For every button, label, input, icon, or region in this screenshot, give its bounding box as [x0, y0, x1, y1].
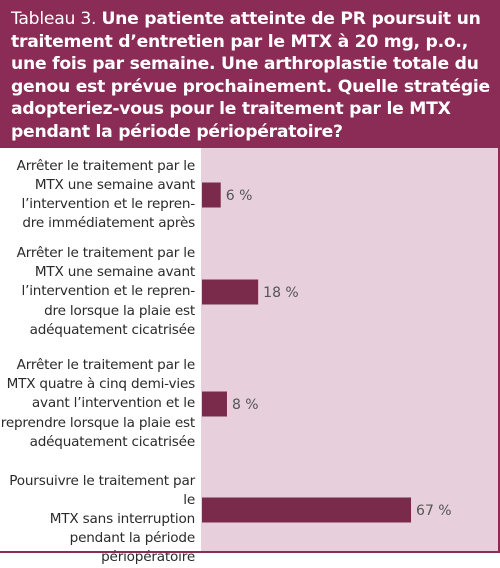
category-label-line: adéquatement cicatrisée — [29, 433, 196, 450]
category-label: Arrêter le traitement par le MTX une sema… — [0, 244, 196, 340]
plot-area — [201, 148, 500, 553]
frame-border-bottom — [0, 551, 500, 553]
value-label: 8 % — [232, 397, 259, 413]
bar — [202, 391, 227, 417]
category-label-line: MTX une semaine avant — [34, 264, 195, 281]
category-label: Arrêter le traitement par le MTX quatre à… — [0, 356, 195, 452]
category-label-line: Poursuivre le traitement par le — [9, 472, 195, 508]
chart-header: Tableau 3. Une patiente atteinte de PR p… — [0, 0, 500, 148]
category-label-line: dre lorsque la plaie est — [44, 302, 195, 319]
category-label-line: dre immédiatement après — [22, 215, 195, 232]
chart-body: Arrêter le traitement par le MTX une sema… — [0, 148, 500, 565]
category-label-line: reprendre lorsque la plaie est — [0, 414, 195, 431]
category-label-line: Arrêter le traitement par le — [16, 245, 196, 261]
value-label: 18 % — [263, 285, 299, 301]
bar-chart: 6 % 18 % 8 % 67 % — [202, 182, 452, 523]
category-label-line: MTX sans interruption — [49, 511, 195, 527]
bar — [202, 279, 259, 305]
frame-border-right — [498, 148, 500, 553]
value-label: 6 % — [226, 188, 253, 204]
category-label: Arrêter le traitement par le MTX une sema… — [0, 157, 196, 234]
bar — [202, 497, 412, 523]
category-label-line: l’intervention et le repren- — [21, 283, 196, 300]
category-label-line: MTX une semaine avant — [34, 176, 195, 193]
category-label-line: MTX quatre à cinq demi-vies — [6, 376, 196, 393]
category-label-line: avant l’intervention et le — [31, 395, 195, 412]
category-label-line: pendant la période — [69, 530, 196, 547]
category-label-line: adéquatement cicatrisée — [29, 321, 196, 338]
chart-question: Une patiente atteinte de PR poursuit un … — [11, 9, 490, 142]
category-label-line: Arrêter le traitement par le — [16, 157, 196, 174]
table-number: Tableau 3. — [11, 9, 97, 29]
bar — [202, 182, 221, 208]
category-column — [0, 148, 201, 553]
category-label-line: l’intervention et le repren- — [21, 196, 196, 212]
value-label: 67 % — [416, 503, 452, 519]
category-label-line: Arrêter le traitement par le — [16, 357, 196, 373]
